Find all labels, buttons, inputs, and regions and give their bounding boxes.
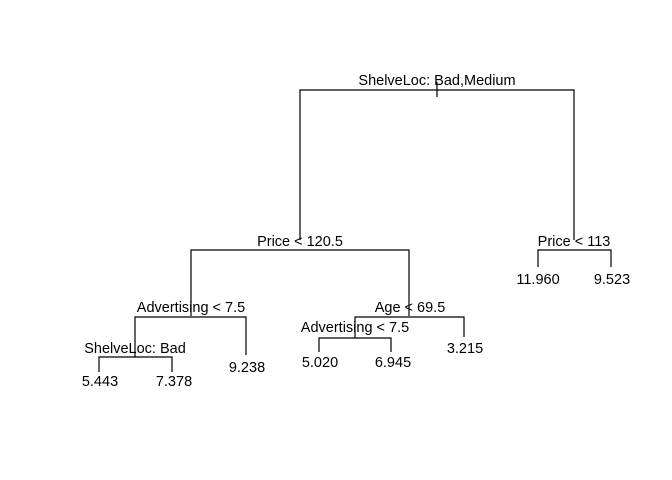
edge-n10 — [318, 337, 392, 352]
edge-root — [299, 89, 575, 240]
node-root-label: ShelveLoc: Bad,Medium — [358, 73, 515, 89]
node-n3-label: Price < 113 — [538, 234, 611, 250]
edge-n4 — [134, 316, 247, 357]
leaf-label: 5.443 — [82, 374, 118, 390]
edge-n3 — [537, 249, 612, 267]
leaf-label: 9.523 — [594, 272, 630, 288]
leaf-label: 7.378 — [156, 374, 192, 390]
node-n10-label: Advertising < 7.5 — [301, 320, 409, 336]
edge-n5 — [354, 316, 465, 338]
edge-n8 — [98, 356, 173, 372]
leaf-label: 9.238 — [229, 360, 265, 376]
node-n2-label: Price < 120.5 — [257, 234, 343, 250]
node-n5-label: Age < 69.5 — [375, 300, 446, 316]
leaf-label: 11.960 — [516, 272, 559, 288]
edge-n2 — [190, 249, 410, 316]
leaf-label: 3.215 — [447, 341, 483, 357]
leaf-label: 5.020 — [302, 355, 338, 371]
leaf-label: 6.945 — [375, 355, 411, 371]
node-n4-label: Advertising < 7.5 — [137, 300, 245, 316]
node-n8-label: ShelveLoc: Bad — [84, 341, 186, 357]
